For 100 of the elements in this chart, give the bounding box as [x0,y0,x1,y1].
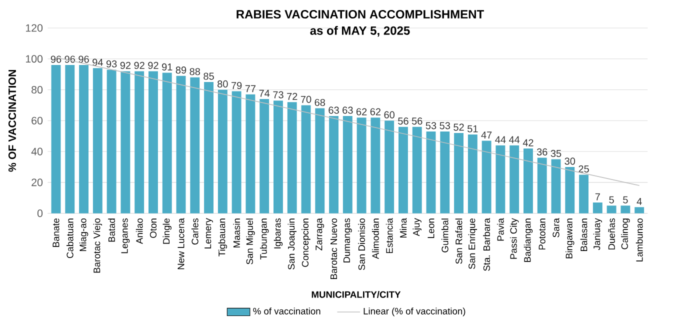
data-label: 53 [440,122,450,130]
x-tick-label: Sara [552,218,560,238]
bar [454,133,464,214]
x-tick-label: San Miguel [246,218,255,264]
x-tick-label: Leon [428,218,434,238]
bar [510,145,520,214]
bar [412,126,422,214]
data-label: 77 [245,85,256,92]
x-tick-label: Dumangas [343,218,352,262]
data-label: 63 [342,106,353,114]
bar [356,118,366,214]
data-label: 92 [148,62,158,69]
x-tick-label: New Lucena [178,218,184,270]
x-tick-label: Tigbauan [218,218,228,256]
data-label: 4 [636,198,642,205]
data-label: 74 [259,90,270,97]
bar [634,207,644,214]
data-label: 52 [454,124,464,131]
x-tick-label: San Rafael [455,218,462,264]
x-tick-label: San Dionisio [358,218,365,270]
x-tick-label: Cabatuan [66,218,74,258]
data-label: 88 [190,68,200,76]
bar [148,71,158,214]
y-tick-label: 40 [31,148,43,156]
x-tick-label: Sta. Barbara [483,218,490,271]
x-axis-title: MUNICIPALITY/CITY [312,291,401,298]
bar [384,120,394,214]
data-label: 30 [564,158,576,165]
x-tick-label: Mina [400,218,407,238]
x-tick-label: Carles [191,218,198,245]
data-label: 35 [550,150,562,158]
bar [65,65,75,214]
data-label: 96 [78,56,89,63]
x-tick-label: Lemery [204,218,213,248]
x-tick-label: Concepcion [302,218,310,267]
bar [232,91,242,214]
x-tick-label: Dueñas [608,218,615,250]
x-tick-label: Maasin [233,218,240,248]
bar [592,202,602,214]
data-label: 63 [328,106,339,114]
data-label: 92 [134,62,144,69]
bar [551,159,561,214]
y-tick-label: 60 [32,116,43,124]
bar [246,94,256,214]
x-tick-label: Pototan [538,218,546,250]
bar [92,68,102,214]
data-label: 25 [578,165,589,172]
x-tick-label: San Joaquin [288,218,296,270]
x-tick-label: Zarraga [316,218,324,250]
x-tick-label: Bingawan [566,218,574,258]
data-label: 5 [609,196,614,204]
data-label: 36 [536,148,548,156]
data-label: 89 [176,66,186,74]
bar [106,70,116,214]
x-tick-label: Dingle [162,218,172,244]
bar [329,116,339,214]
data-label: 53 [426,122,436,130]
x-tick-label: Oton [150,218,157,238]
legend-label: Linear (% of vaccination) [364,308,466,316]
x-tick-label: Estancia [386,218,393,254]
x-tick-label: Janiuay [593,218,602,250]
x-tick-label: San Enrique [468,218,478,269]
x-tick-label: Alimodian [372,218,379,259]
bar [79,65,89,214]
data-label: 44 [495,136,506,144]
data-label: 72 [287,92,298,100]
x-tick-label: Banate [52,218,60,247]
data-label: 68 [314,98,326,106]
bar [342,116,352,214]
bar [162,72,172,214]
data-label: 79 [232,82,242,90]
x-tick-label: Ajuy [412,218,422,236]
x-tick-label: Anilao [136,218,143,244]
data-label: 92 [120,62,131,69]
data-label: 51 [468,125,478,132]
data-label: 60 [384,111,394,118]
bar [496,145,506,214]
x-tick-label: Calinog [621,218,630,250]
bar [468,134,478,214]
y-tick-label: 20 [32,178,43,186]
x-tick-label: Tubungan [260,218,269,260]
y-tick-label: 0 [37,210,43,218]
bar [426,131,436,214]
bar [315,108,325,214]
data-label: 47 [481,132,492,138]
bar [524,148,533,214]
data-label: 96 [50,56,62,63]
x-tick-label: Batad [108,218,115,242]
x-tick-label: Leganes [121,218,130,254]
bar [398,126,408,214]
bar [565,166,575,214]
chart-subtitle: as of MAY 5, 2025 [310,26,410,37]
bar [606,206,616,214]
y-tick-label: 120 [26,24,43,32]
bar [370,118,380,214]
bar [176,76,186,214]
data-label: 5 [623,196,628,204]
x-tick-label: Lambunao [636,218,643,262]
data-label: 91 [162,63,172,71]
x-tick-label: Barotac Viejo [93,218,102,273]
